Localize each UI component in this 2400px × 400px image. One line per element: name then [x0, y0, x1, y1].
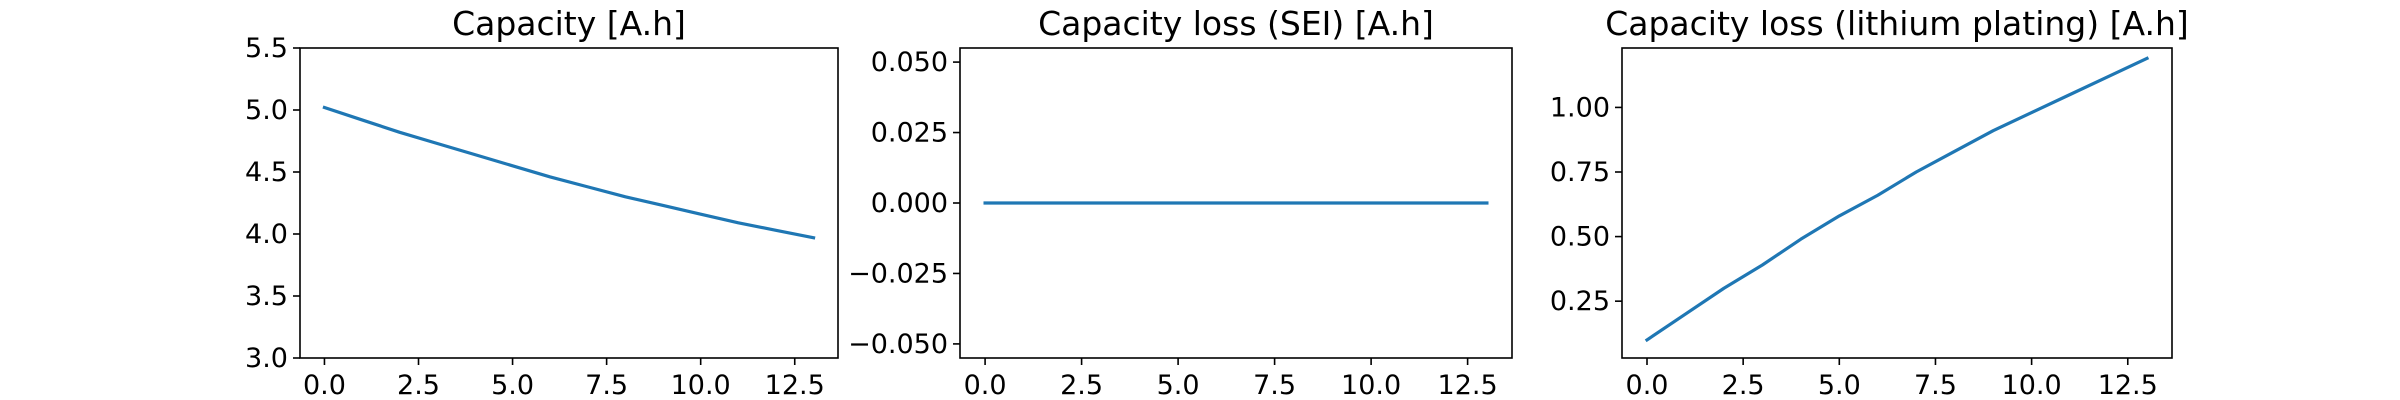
x-tick-label: 0.0	[1626, 370, 1669, 400]
plot-frame	[1621, 47, 2173, 359]
y-tick-label: 0.25	[1550, 286, 1610, 317]
x-tick-label: 2.5	[1722, 370, 1765, 400]
x-tick-label: 10.0	[671, 370, 731, 400]
series-line-1	[1644, 56, 2150, 343]
plot-frame	[299, 47, 839, 359]
y-tick-label: 0.025	[871, 118, 948, 149]
y-tick-label: 5.0	[245, 95, 288, 126]
x-tick-label: 2.5	[397, 370, 440, 400]
chart-title: Capacity loss (lithium plating) [A.h]	[1605, 4, 2189, 43]
x-tick-label: 12.5	[1438, 370, 1498, 400]
y-tick-label: 1.00	[1550, 92, 1610, 123]
y-tick-label: 3.5	[245, 281, 288, 312]
y-tick-label: −0.025	[848, 258, 948, 289]
x-tick-label: 10.0	[2002, 370, 2062, 400]
chart-panel-1: 0.0 2.5 5.0 7.5 10.0 12.5 3.0 3.5 4.0 4.5 5.0 5.5 Ca…	[245, 4, 839, 400]
y-tick-label: 0.000	[871, 188, 948, 219]
y-tick-label: 3.0	[245, 343, 288, 374]
y-tick-label: 5.5	[245, 33, 288, 64]
y-tick-label: 4.0	[245, 219, 288, 250]
x-tick-label: 0.0	[303, 370, 346, 400]
y-tick-label: 0.050	[871, 47, 948, 78]
x-tick-label: 5.0	[1157, 370, 1200, 400]
x-tick-label: 12.5	[2098, 370, 2158, 400]
x-tick-label: 10.0	[1341, 370, 1401, 400]
x-tick-label: 7.5	[585, 370, 628, 400]
x-tick-label: 0.0	[964, 370, 1007, 400]
y-tick-label: 0.75	[1550, 157, 1610, 188]
y-tick-label: 0.50	[1550, 222, 1610, 253]
chart-title: Capacity [A.h]	[452, 4, 686, 43]
chart-panel-2: 0.0 2.5 5.0 7.5 10.0 12.5 −0.050 −0.025 0.000 0.0…	[848, 4, 1513, 400]
series-line-1	[322, 105, 816, 240]
x-tick-label: 7.5	[1914, 370, 1957, 400]
y-tick-label: 4.5	[245, 157, 288, 188]
chart-title: Capacity loss (SEI) [A.h]	[1038, 4, 1434, 43]
x-tick-label: 7.5	[1253, 370, 1296, 400]
x-tick-label: 5.0	[1818, 370, 1861, 400]
x-tick-label: 5.0	[491, 370, 534, 400]
chart-panel-3: 0.0 2.5 5.0 7.5 10.0 12.5 0.25 0.50 0.75 1.00 Capa…	[1550, 4, 2189, 400]
x-tick-label: 12.5	[765, 370, 825, 400]
y-tick-label: −0.050	[848, 329, 948, 360]
x-tick-label: 2.5	[1060, 370, 1103, 400]
